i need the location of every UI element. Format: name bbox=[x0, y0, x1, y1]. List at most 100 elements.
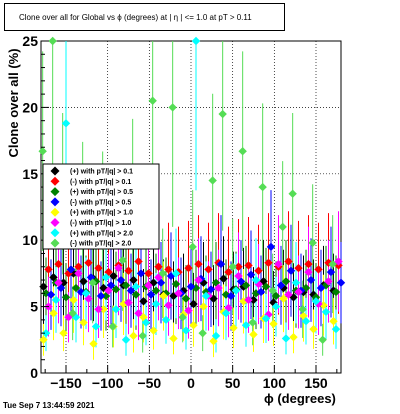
data-point bbox=[194, 275, 203, 285]
data-point bbox=[211, 331, 221, 341]
data-point bbox=[91, 322, 101, 331]
data-point bbox=[66, 265, 76, 274]
data-point bbox=[144, 269, 153, 278]
legend-marker bbox=[50, 238, 60, 248]
y-tick-label: 20 bbox=[22, 99, 38, 115]
data-point bbox=[336, 278, 346, 287]
data-point bbox=[68, 309, 77, 318]
data-point bbox=[304, 259, 313, 269]
x-tick-label: −100 bbox=[92, 375, 124, 391]
data-point bbox=[281, 334, 291, 343]
legend: (+) with pT/|q| > 0.1 (-) with pT/|q| > 0… bbox=[42, 163, 160, 250]
y-tick-label: 5 bbox=[30, 299, 38, 315]
data-point bbox=[321, 307, 331, 317]
y-tick-label: 25 bbox=[22, 33, 38, 49]
data-point bbox=[218, 109, 227, 119]
data-point bbox=[74, 269, 83, 278]
data-point bbox=[79, 318, 88, 327]
data-point bbox=[84, 258, 93, 267]
data-point bbox=[109, 271, 118, 281]
data-point bbox=[326, 267, 336, 277]
y-tick-label: 0 bbox=[30, 365, 38, 381]
data-point bbox=[298, 305, 307, 314]
data-point bbox=[71, 283, 81, 293]
data-point bbox=[269, 319, 278, 329]
data-point bbox=[181, 294, 191, 303]
data-point bbox=[251, 275, 261, 285]
data-point bbox=[59, 328, 68, 338]
data-point bbox=[121, 281, 131, 290]
data-point bbox=[304, 267, 313, 277]
x-tick-label: −50 bbox=[137, 375, 161, 391]
data-point bbox=[311, 297, 321, 306]
data-point bbox=[131, 282, 141, 291]
data-point bbox=[306, 275, 316, 285]
data-point bbox=[54, 278, 63, 287]
legend-marker bbox=[50, 228, 60, 238]
data-point bbox=[38, 147, 47, 156]
legend-entry-label: (+) with pT/|q| > 2.0 bbox=[70, 230, 133, 237]
data-point bbox=[148, 96, 157, 105]
legend-entry-label: (-) with pT/|q| > 1.0 bbox=[70, 220, 131, 227]
legend-entry-label: (+) with pT/|q| > 1.0 bbox=[70, 210, 133, 217]
data-point bbox=[159, 291, 168, 301]
data-point bbox=[238, 147, 247, 156]
data-point bbox=[154, 262, 163, 271]
data-point bbox=[48, 36, 57, 46]
axes: −150 −100 −50 0 50 100 150 0 5 10 15 20 25 bbox=[22, 33, 338, 391]
data-point bbox=[139, 313, 148, 322]
x-tick-label: 0 bbox=[187, 375, 195, 391]
data-point bbox=[39, 282, 48, 291]
data-point bbox=[271, 302, 281, 311]
legend-entry-label: (-) with pT/|q| > 0.5 bbox=[70, 199, 131, 206]
data-point bbox=[301, 317, 311, 326]
data-point bbox=[101, 273, 111, 282]
data-point bbox=[244, 261, 253, 270]
data-point bbox=[61, 119, 71, 128]
data-point bbox=[171, 279, 181, 289]
x-tick-label: 150 bbox=[304, 375, 328, 391]
data-point bbox=[89, 339, 98, 348]
data-point bbox=[271, 291, 281, 301]
data-point bbox=[256, 287, 266, 297]
data-point bbox=[164, 301, 173, 310]
data-point bbox=[316, 283, 326, 293]
data-point bbox=[241, 320, 251, 330]
data-point bbox=[248, 318, 257, 327]
data-point bbox=[164, 265, 173, 274]
data-markers bbox=[38, 36, 346, 348]
y-axis-label-box: Clone over all (%) bbox=[6, 48, 21, 157]
data-point bbox=[189, 320, 198, 330]
data-point bbox=[121, 335, 131, 344]
data-point bbox=[139, 297, 148, 306]
data-point bbox=[249, 295, 258, 305]
data-point bbox=[234, 271, 243, 281]
data-point bbox=[189, 299, 198, 309]
y-tick-label: 15 bbox=[22, 166, 38, 182]
data-point bbox=[124, 298, 133, 307]
data-point bbox=[174, 289, 183, 298]
data-point bbox=[199, 278, 208, 287]
x-tick-label: 50 bbox=[225, 375, 241, 391]
data-point bbox=[234, 262, 243, 271]
legend-marker bbox=[50, 176, 60, 186]
data-point bbox=[228, 262, 237, 271]
data-point bbox=[279, 294, 288, 303]
data-point bbox=[254, 266, 263, 275]
data-point bbox=[129, 275, 138, 285]
data-point bbox=[111, 305, 121, 314]
data-point bbox=[268, 286, 277, 295]
data-point bbox=[51, 295, 61, 305]
data-point bbox=[114, 263, 123, 273]
data-point bbox=[136, 269, 146, 278]
data-point bbox=[151, 299, 161, 309]
data-point bbox=[329, 317, 338, 326]
data-point bbox=[199, 302, 208, 311]
data-point bbox=[94, 263, 103, 273]
data-point bbox=[96, 291, 106, 301]
data-point bbox=[324, 277, 333, 286]
data-point bbox=[291, 278, 301, 287]
data-point bbox=[44, 265, 53, 274]
data-point bbox=[204, 265, 213, 274]
